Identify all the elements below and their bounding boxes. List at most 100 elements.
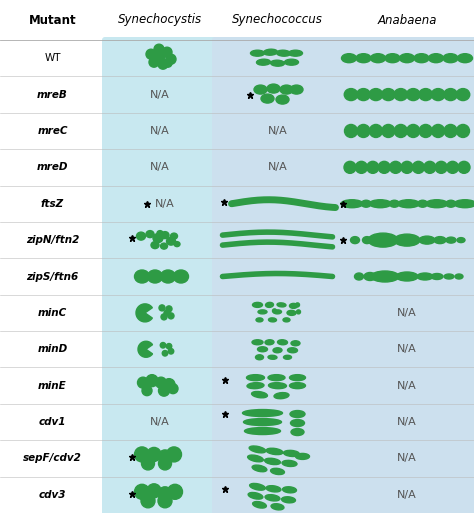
Ellipse shape — [276, 95, 289, 104]
Ellipse shape — [158, 494, 172, 508]
Ellipse shape — [398, 200, 419, 208]
Ellipse shape — [378, 162, 390, 173]
Ellipse shape — [291, 420, 304, 426]
Text: minC: minC — [38, 308, 67, 318]
Ellipse shape — [142, 457, 155, 470]
Ellipse shape — [149, 57, 159, 67]
Ellipse shape — [414, 54, 429, 63]
Ellipse shape — [160, 343, 166, 348]
Text: mreB: mreB — [37, 90, 68, 100]
Text: ftsZ: ftsZ — [41, 199, 64, 209]
Text: WT: WT — [44, 53, 61, 63]
Ellipse shape — [284, 59, 299, 65]
Ellipse shape — [283, 318, 290, 322]
Text: N/A: N/A — [150, 417, 170, 427]
Ellipse shape — [287, 310, 296, 315]
Ellipse shape — [345, 125, 357, 137]
Ellipse shape — [344, 89, 358, 101]
Ellipse shape — [394, 125, 407, 137]
Ellipse shape — [261, 94, 274, 103]
Ellipse shape — [357, 89, 370, 101]
Ellipse shape — [454, 200, 474, 208]
Ellipse shape — [290, 410, 305, 418]
Ellipse shape — [341, 200, 363, 208]
Ellipse shape — [276, 50, 291, 56]
Ellipse shape — [455, 274, 463, 279]
Wedge shape — [138, 341, 153, 357]
Ellipse shape — [401, 162, 413, 173]
Ellipse shape — [289, 50, 302, 56]
Ellipse shape — [161, 243, 167, 249]
Ellipse shape — [271, 60, 284, 66]
Text: N/A: N/A — [268, 126, 287, 136]
Ellipse shape — [443, 54, 458, 63]
Ellipse shape — [419, 236, 435, 244]
Ellipse shape — [253, 302, 263, 307]
Text: minE: minE — [38, 381, 67, 391]
Text: zipN/ftn2: zipN/ftn2 — [26, 235, 79, 245]
Ellipse shape — [158, 450, 172, 463]
Text: N/A: N/A — [155, 199, 175, 209]
Ellipse shape — [418, 200, 428, 207]
FancyBboxPatch shape — [212, 37, 343, 513]
Ellipse shape — [435, 162, 447, 173]
Ellipse shape — [158, 59, 168, 69]
Ellipse shape — [457, 238, 465, 243]
Text: N/A: N/A — [397, 453, 417, 463]
Ellipse shape — [283, 487, 296, 493]
Ellipse shape — [158, 487, 172, 501]
Ellipse shape — [166, 306, 172, 312]
Ellipse shape — [255, 355, 264, 360]
Ellipse shape — [357, 125, 370, 137]
Ellipse shape — [295, 453, 310, 460]
Ellipse shape — [444, 274, 454, 279]
Ellipse shape — [158, 385, 170, 396]
Ellipse shape — [248, 492, 263, 499]
FancyBboxPatch shape — [337, 37, 474, 513]
Ellipse shape — [458, 162, 470, 173]
Ellipse shape — [157, 231, 163, 235]
Ellipse shape — [163, 379, 175, 391]
Ellipse shape — [434, 236, 446, 244]
Ellipse shape — [271, 504, 284, 510]
Ellipse shape — [456, 89, 470, 101]
Ellipse shape — [444, 89, 457, 101]
Ellipse shape — [419, 89, 432, 101]
Ellipse shape — [274, 392, 289, 399]
Ellipse shape — [247, 455, 264, 462]
Text: N/A: N/A — [397, 381, 417, 391]
Ellipse shape — [164, 310, 170, 316]
Ellipse shape — [431, 89, 445, 101]
Ellipse shape — [171, 233, 177, 239]
Ellipse shape — [268, 383, 286, 389]
Ellipse shape — [371, 54, 385, 63]
Ellipse shape — [137, 232, 146, 240]
Ellipse shape — [394, 234, 420, 246]
Ellipse shape — [361, 200, 371, 207]
Ellipse shape — [166, 54, 176, 64]
Ellipse shape — [250, 50, 264, 56]
Ellipse shape — [424, 162, 436, 173]
Ellipse shape — [166, 447, 182, 462]
Ellipse shape — [155, 377, 166, 388]
Ellipse shape — [267, 84, 280, 93]
Ellipse shape — [265, 302, 273, 307]
Ellipse shape — [157, 53, 165, 61]
Ellipse shape — [385, 54, 400, 63]
Ellipse shape — [243, 409, 283, 417]
Ellipse shape — [258, 310, 267, 314]
Ellipse shape — [161, 314, 167, 320]
Ellipse shape — [174, 242, 180, 247]
Text: Synechococcus: Synechococcus — [232, 13, 323, 27]
Ellipse shape — [147, 270, 163, 283]
Text: Mutant: Mutant — [29, 13, 76, 27]
Ellipse shape — [290, 383, 306, 389]
Ellipse shape — [367, 162, 379, 173]
Ellipse shape — [273, 309, 276, 313]
Ellipse shape — [268, 374, 285, 381]
Ellipse shape — [166, 344, 172, 349]
Ellipse shape — [135, 484, 149, 499]
Ellipse shape — [146, 231, 154, 238]
Ellipse shape — [369, 200, 391, 208]
Ellipse shape — [444, 125, 457, 137]
